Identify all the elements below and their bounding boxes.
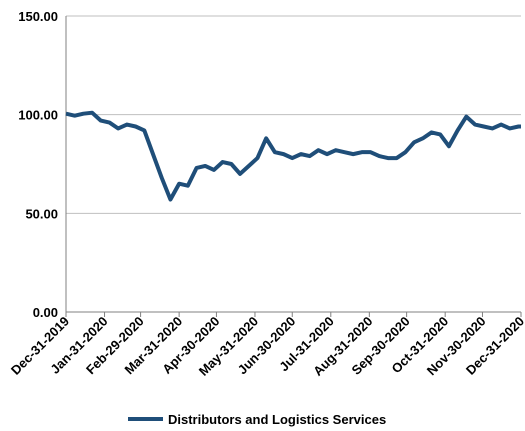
y-tick-label: 0.00 [33, 305, 58, 320]
y-tick-label: 150.00 [18, 9, 58, 24]
y-tick-label: 100.00 [18, 108, 58, 123]
series-line [65, 110, 521, 202]
legend-label: Distributors and Logistics Services [168, 412, 386, 427]
y-tick-label: 50.00 [25, 206, 58, 221]
